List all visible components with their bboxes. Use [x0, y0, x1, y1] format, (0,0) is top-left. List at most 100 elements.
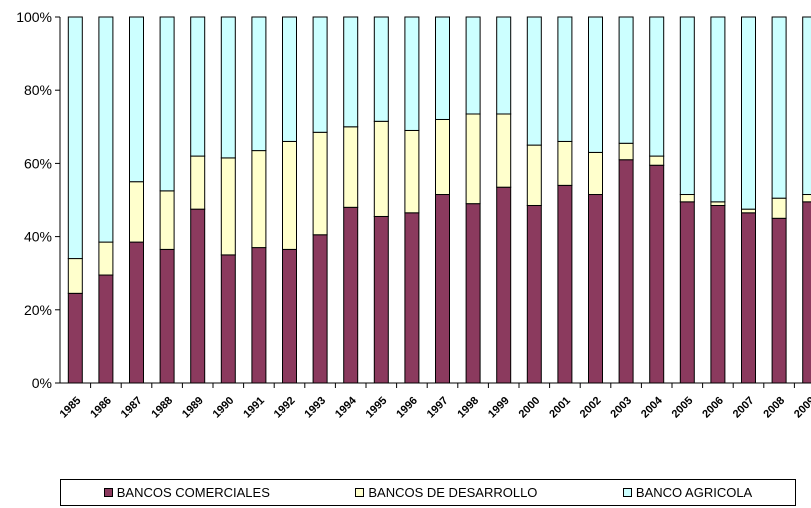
y-tick-label: 0%: [32, 375, 52, 391]
bar-segment-bancos-de-desarrollo: [159, 190, 175, 250]
bar-segment-bancos-de-desarrollo: [649, 155, 665, 166]
legend-item-bancos-de-desarrollo: BANCOS DE DESARROLLO: [355, 485, 537, 500]
bar-segment-banco-agricola: [710, 16, 726, 203]
bar-segment-bancos-comerciales: [220, 254, 236, 384]
bar-segment-banco-agricola: [649, 16, 665, 157]
bar-segment-bancos-de-desarrollo: [741, 208, 756, 214]
y-tick-label: 20%: [24, 302, 52, 318]
bar-segment-bancos-de-desarrollo: [771, 197, 787, 219]
bar-segment-banco-agricola: [312, 16, 328, 133]
bar-segment-bancos-comerciales: [771, 217, 787, 384]
x-tick-label: 1998: [455, 395, 481, 421]
bar-segment-bancos-comerciales: [649, 164, 665, 384]
bar-segment-bancos-de-desarrollo: [220, 157, 236, 256]
bar-segment-bancos-comerciales: [404, 212, 420, 384]
bar-segment-bancos-de-desarrollo: [282, 140, 297, 250]
x-tick-label: 2009: [792, 395, 811, 421]
bar-segment-bancos-comerciales: [588, 194, 603, 384]
bar-segment-bancos-de-desarrollo: [802, 194, 811, 203]
x-tick-label: 1990: [211, 395, 237, 421]
x-tick-label: 1992: [272, 395, 298, 421]
legend-swatch: [103, 488, 113, 497]
x-tick-label: 2005: [670, 395, 696, 421]
bar-segment-bancos-de-desarrollo: [435, 118, 450, 196]
x-tick-label: 1997: [425, 395, 451, 421]
bar-segment-bancos-de-desarrollo: [710, 201, 726, 206]
bar-segment-banco-agricola: [557, 16, 573, 142]
bar-segment-bancos-de-desarrollo: [526, 144, 542, 206]
bar-segment-bancos-comerciales: [251, 247, 267, 384]
bar-segment-banco-agricola: [98, 16, 114, 243]
bar-segment-bancos-de-desarrollo: [557, 140, 573, 186]
bar-segment-banco-agricola: [741, 16, 756, 210]
x-tick-label: 1996: [394, 395, 420, 421]
bar-segment-bancos-comerciales: [465, 203, 481, 384]
bar-segment-banco-agricola: [282, 16, 297, 142]
bar-segment-bancos-de-desarrollo: [588, 151, 603, 196]
legend: BANCOS COMERCIALES BANCOS DE DESARROLLO …: [60, 479, 796, 506]
x-tick-label: 1994: [333, 394, 359, 420]
bar-segment-bancos-de-desarrollo: [373, 120, 389, 217]
bar-segment-banco-agricola: [190, 16, 206, 157]
bar-segment-banco-agricola: [496, 16, 512, 115]
bar-segment-banco-agricola: [251, 16, 267, 152]
bar-segment-bancos-comerciales: [618, 159, 634, 384]
y-tick-label: 60%: [24, 155, 52, 171]
x-tick-label: 1987: [119, 395, 145, 421]
bar-segment-bancos-comerciales: [343, 206, 359, 384]
y-tick-label: 40%: [24, 229, 52, 245]
bar-segment-bancos-comerciales: [190, 208, 206, 384]
bar-segment-banco-agricola: [435, 16, 450, 120]
bar-segment-bancos-comerciales: [710, 204, 726, 384]
legend-swatch: [622, 488, 632, 497]
x-tick-label: 1985: [58, 395, 84, 421]
y-tick-label: 100%: [16, 9, 52, 25]
bar-segment-bancos-comerciales: [802, 201, 811, 384]
x-tick-label: 1993: [302, 395, 328, 421]
x-tick-label: 1999: [486, 395, 512, 421]
legend-swatch: [355, 488, 365, 497]
bar-segment-bancos-de-desarrollo: [129, 181, 144, 243]
legend-label: BANCOS COMERCIALES: [116, 485, 270, 500]
bar-segment-bancos-comerciales: [312, 234, 328, 384]
bar-segment-banco-agricola: [67, 16, 83, 260]
bar-segment-bancos-comerciales: [741, 212, 756, 384]
bar-segment-banco-agricola: [373, 16, 389, 122]
bar-segment-bancos-comerciales: [526, 204, 542, 384]
bar-segment-bancos-comerciales: [129, 241, 144, 384]
bar-segment-bancos-comerciales: [67, 292, 83, 384]
bar-segment-bancos-comerciales: [557, 184, 573, 384]
bar-segment-bancos-comerciales: [282, 248, 297, 384]
bar-segment-bancos-comerciales: [98, 274, 114, 384]
x-tick-label: 2007: [731, 395, 757, 421]
bar-segment-banco-agricola: [404, 16, 420, 131]
bar-segment-bancos-de-desarrollo: [312, 131, 328, 236]
bar-segment-bancos-de-desarrollo: [251, 150, 267, 249]
x-tick-label: 1989: [180, 395, 206, 421]
bar-segment-bancos-de-desarrollo: [618, 142, 634, 161]
bar-segment-banco-agricola: [159, 16, 175, 192]
bar-segment-banco-agricola: [465, 16, 481, 115]
bar-segment-banco-agricola: [802, 16, 811, 196]
bar-segment-bancos-de-desarrollo: [98, 241, 114, 276]
x-tick-label: 2006: [700, 395, 726, 421]
stacked-percent-bar-chart: 0%20%40%60%80%100%1985 1986 1987 1988 1989 19…: [16, 9, 811, 421]
bar-segment-banco-agricola: [220, 16, 236, 159]
x-tick-label: 2001: [547, 395, 573, 421]
legend-item-bancos-comerciales: BANCOS COMERCIALES: [103, 485, 270, 500]
x-tick-label: 2003: [608, 395, 634, 421]
x-tick-label: 2002: [578, 395, 604, 421]
bar-segment-bancos-de-desarrollo: [465, 113, 481, 205]
bar-segment-banco-agricola: [771, 16, 787, 199]
bar-segment-banco-agricola: [526, 16, 542, 146]
legend-item-banco-agricola: BANCO AGRICOLA: [622, 485, 753, 500]
bar-segment-bancos-de-desarrollo: [190, 155, 206, 210]
bar-segment-bancos-comerciales: [435, 194, 450, 384]
bar-segment-banco-agricola: [588, 16, 603, 153]
bar-segment-banco-agricola: [129, 16, 144, 183]
legend-label: BANCO AGRICOLA: [635, 485, 753, 500]
y-tick-label: 80%: [24, 82, 52, 98]
bar-segment-bancos-comerciales: [373, 215, 389, 384]
x-tick-label: 1991: [241, 395, 267, 421]
